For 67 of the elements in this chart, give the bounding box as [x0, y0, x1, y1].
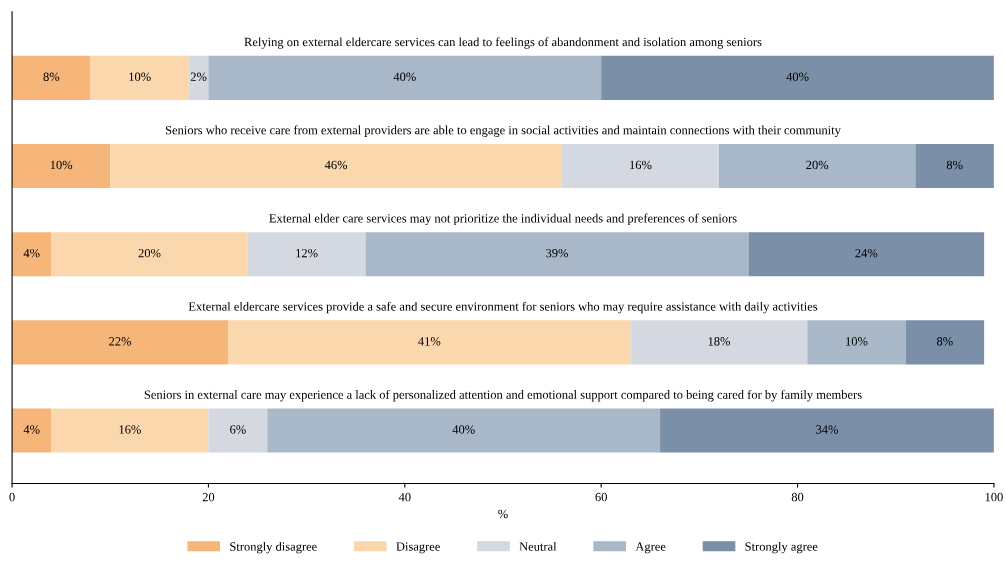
x-tick-label: 80 [791, 492, 804, 502]
data-label: 4% [23, 425, 40, 434]
annotation: External eldercare services provide a safe and secure environment for seniors who may require assistance with daily activities [188, 301, 818, 314]
bar [208, 55, 602, 100]
bar [601, 55, 994, 100]
data-label: 8% [43, 72, 60, 82]
bar [90, 55, 189, 100]
x-tick-label: 40 [398, 492, 411, 502]
bar [365, 232, 749, 277]
data-label: 16% [119, 425, 141, 434]
legend-label: Agree [635, 542, 666, 554]
x-tick-label: 60 [595, 492, 607, 502]
data-label: 46% [324, 160, 348, 170]
legend-label: Strongly disagree [230, 541, 317, 554]
data-label: 20% [138, 248, 161, 258]
x-tick-label: 20 [202, 492, 215, 502]
data-label: 10% [846, 337, 868, 346]
data-label: 24% [855, 248, 878, 258]
annotation: Seniors in external care may experience a lack of personalized attention and emotional support compared to being cared for by family members [144, 389, 862, 402]
data-label: 8% [936, 337, 953, 346]
data-label: 20% [806, 160, 829, 170]
bar [267, 408, 661, 453]
bar [719, 143, 916, 189]
annotation: External elder care services may not prioritize the individual needs and preferences of seniors [269, 213, 737, 226]
data-label: 40% [393, 72, 416, 82]
annotation: Relying on external eldercare services can lead to feelings of abandonment and isolation among seniors [244, 37, 762, 49]
data-label: 10% [50, 160, 73, 170]
data-label: 40% [452, 425, 475, 434]
bar [561, 143, 720, 189]
data-label: 2% [190, 72, 207, 82]
legend-label: Strongly agree [745, 541, 818, 554]
bar [12, 232, 52, 277]
bar [208, 408, 268, 453]
data-label: 16% [630, 160, 652, 170]
bar [12, 55, 91, 100]
bar [12, 408, 52, 453]
bar [915, 143, 994, 189]
bar [12, 320, 229, 365]
data-label: 12% [296, 248, 318, 258]
x-tick-label: 100 [985, 492, 1003, 502]
data-label: 8% [946, 160, 963, 170]
bar [51, 232, 248, 277]
bar [247, 232, 366, 277]
bar [905, 320, 985, 365]
data-label: 22% [109, 337, 132, 346]
bar [110, 143, 562, 189]
bar [12, 143, 111, 189]
data-label: 4% [23, 248, 40, 258]
bar [807, 320, 906, 365]
annotation: Seniors who receive care from external providers are able to engage in social activities and maintain connections with their community [165, 125, 841, 137]
bar [748, 232, 985, 277]
data-label: 6% [230, 425, 246, 434]
x-axis-title: % [498, 509, 508, 519]
data-label: 40% [786, 72, 809, 82]
data-label: 10% [129, 72, 151, 82]
x-tick-label: 0 [9, 492, 15, 502]
bar [660, 408, 994, 453]
data-label: 39% [546, 248, 569, 258]
data-label: 34% [816, 425, 839, 434]
data-label: 41% [418, 337, 441, 346]
legend-label: Neutral [519, 541, 557, 551]
bar [630, 320, 808, 365]
data-label: 18% [708, 337, 731, 346]
bar [51, 408, 209, 453]
legend-label: Disagree [396, 542, 440, 554]
bar [188, 55, 209, 100]
bar [228, 320, 631, 365]
